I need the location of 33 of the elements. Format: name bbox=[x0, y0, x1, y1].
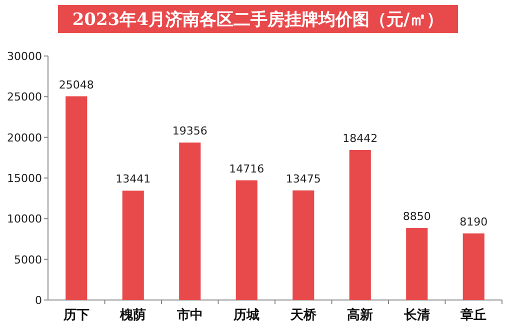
data-label: 13475 bbox=[286, 172, 321, 186]
x-tick-label: 槐荫 bbox=[119, 307, 146, 323]
data-label: 14716 bbox=[229, 162, 264, 176]
bar bbox=[462, 233, 484, 300]
data-label: 8190 bbox=[460, 215, 488, 228]
y-tick-label: 0 bbox=[35, 294, 42, 307]
bar bbox=[66, 96, 88, 300]
y-tick-label: 20000 bbox=[7, 131, 42, 144]
bar bbox=[122, 190, 144, 300]
x-tick-label: 历城 bbox=[232, 308, 260, 323]
data-label: 8850 bbox=[402, 210, 431, 224]
y-tick-label: 15000 bbox=[7, 172, 42, 185]
y-tick-label: 30000 bbox=[7, 50, 42, 63]
x-tick-label: 章丘 bbox=[460, 307, 487, 323]
x-tick-label: 长清 bbox=[402, 308, 430, 323]
bar bbox=[406, 228, 428, 300]
x-tick-label: 市中 bbox=[176, 307, 203, 323]
x-tick-label: 高新 bbox=[347, 307, 374, 323]
bar bbox=[236, 180, 258, 300]
y-tick-label: 10000 bbox=[7, 212, 42, 226]
bar bbox=[179, 142, 201, 300]
y-tick-label: 5000 bbox=[14, 253, 42, 266]
x-tick-label: 历下 bbox=[62, 308, 90, 323]
y-tick-label: 25000 bbox=[7, 90, 42, 104]
data-label: 19356 bbox=[172, 124, 208, 138]
x-tick-label: 天桥 bbox=[289, 308, 318, 323]
bar bbox=[292, 190, 314, 300]
data-label: 18442 bbox=[342, 132, 378, 146]
bar bbox=[349, 150, 371, 300]
data-label: 13441 bbox=[116, 172, 151, 186]
title: 2023年4月济南各区二手房挂牌均价图（元/㎡） bbox=[58, 5, 458, 33]
chart-title: 2023年4月济南各区二手房挂牌均价图（元/㎡） bbox=[72, 10, 444, 30]
data-label: 25048 bbox=[58, 78, 94, 92]
